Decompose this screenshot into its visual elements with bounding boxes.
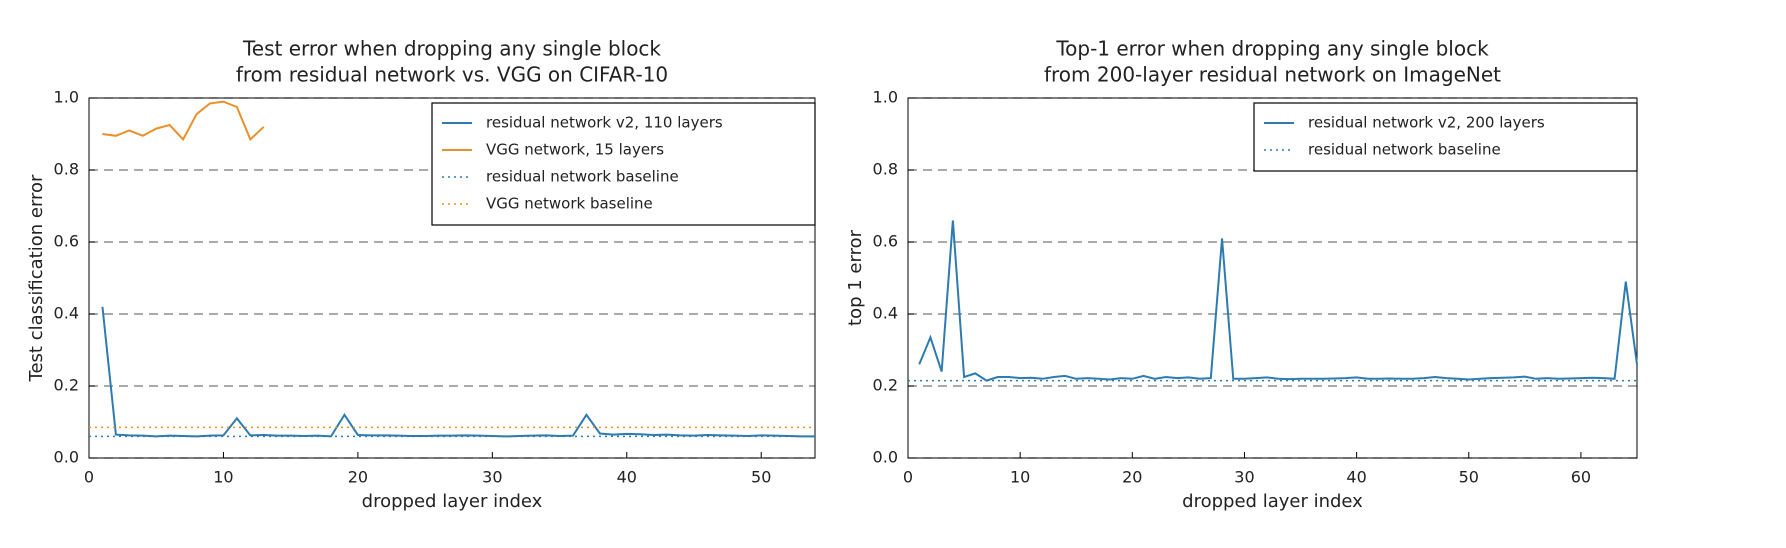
y-tick-label: 0.6 [54, 232, 79, 251]
legend-label: residual network baseline [1308, 141, 1501, 159]
series-line [101, 306, 815, 438]
chart-title: Top-1 error when dropping any single blo… [1055, 37, 1489, 61]
y-axis-label: Test classification error [26, 174, 47, 382]
y-tick-label: 0.0 [873, 448, 898, 467]
y-tick-label: 0.2 [873, 376, 898, 395]
x-tick-label: 0 [84, 468, 94, 487]
x-tick-label: 20 [348, 468, 368, 487]
x-axis-label: dropped layer index [1182, 491, 1363, 512]
legend-label: VGG network, 15 layers [486, 141, 664, 159]
x-tick-label: 20 [1122, 468, 1142, 487]
chart-title: Test error when dropping any single bloc… [242, 37, 661, 61]
x-tick-label: 10 [213, 468, 233, 487]
x-tick-label: 50 [1459, 468, 1479, 487]
y-tick-label: 0.0 [54, 448, 79, 467]
x-tick-label: 40 [617, 468, 637, 487]
legend-label: residual network v2, 110 layers [486, 114, 723, 132]
legend-label: residual network baseline [486, 168, 679, 186]
x-tick-label: 0 [903, 468, 913, 487]
x-tick-label: 30 [482, 468, 502, 487]
x-tick-label: 50 [751, 468, 771, 487]
chart-title: from 200-layer residual network on Image… [1044, 63, 1501, 87]
legend-label: residual network v2, 200 layers [1308, 114, 1545, 132]
plot-frame [88, 97, 816, 459]
plot-frame [907, 97, 1638, 459]
x-tick-label: 60 [1571, 468, 1591, 487]
legend-box [431, 102, 816, 226]
y-tick-label: 0.6 [873, 232, 898, 251]
y-tick-label: 0.4 [54, 304, 79, 323]
x-tick-label: 40 [1346, 468, 1366, 487]
x-tick-label: 10 [1010, 468, 1030, 487]
chart-title: from residual network vs. VGG on CIFAR-1… [236, 63, 668, 87]
y-tick-label: 1.0 [873, 88, 898, 107]
legend-box [1253, 102, 1638, 172]
y-tick-label: 0.8 [873, 160, 898, 179]
series-line [918, 220, 1638, 382]
y-axis-label: top 1 error [845, 229, 866, 326]
x-axis-label: dropped layer index [362, 491, 543, 512]
y-tick-label: 0.4 [873, 304, 898, 323]
y-tick-label: 0.2 [54, 376, 79, 395]
x-tick-label: 30 [1234, 468, 1254, 487]
legend-label: VGG network baseline [486, 195, 653, 213]
y-tick-label: 0.8 [54, 160, 79, 179]
y-tick-label: 1.0 [54, 88, 79, 107]
series-line [102, 100, 265, 142]
